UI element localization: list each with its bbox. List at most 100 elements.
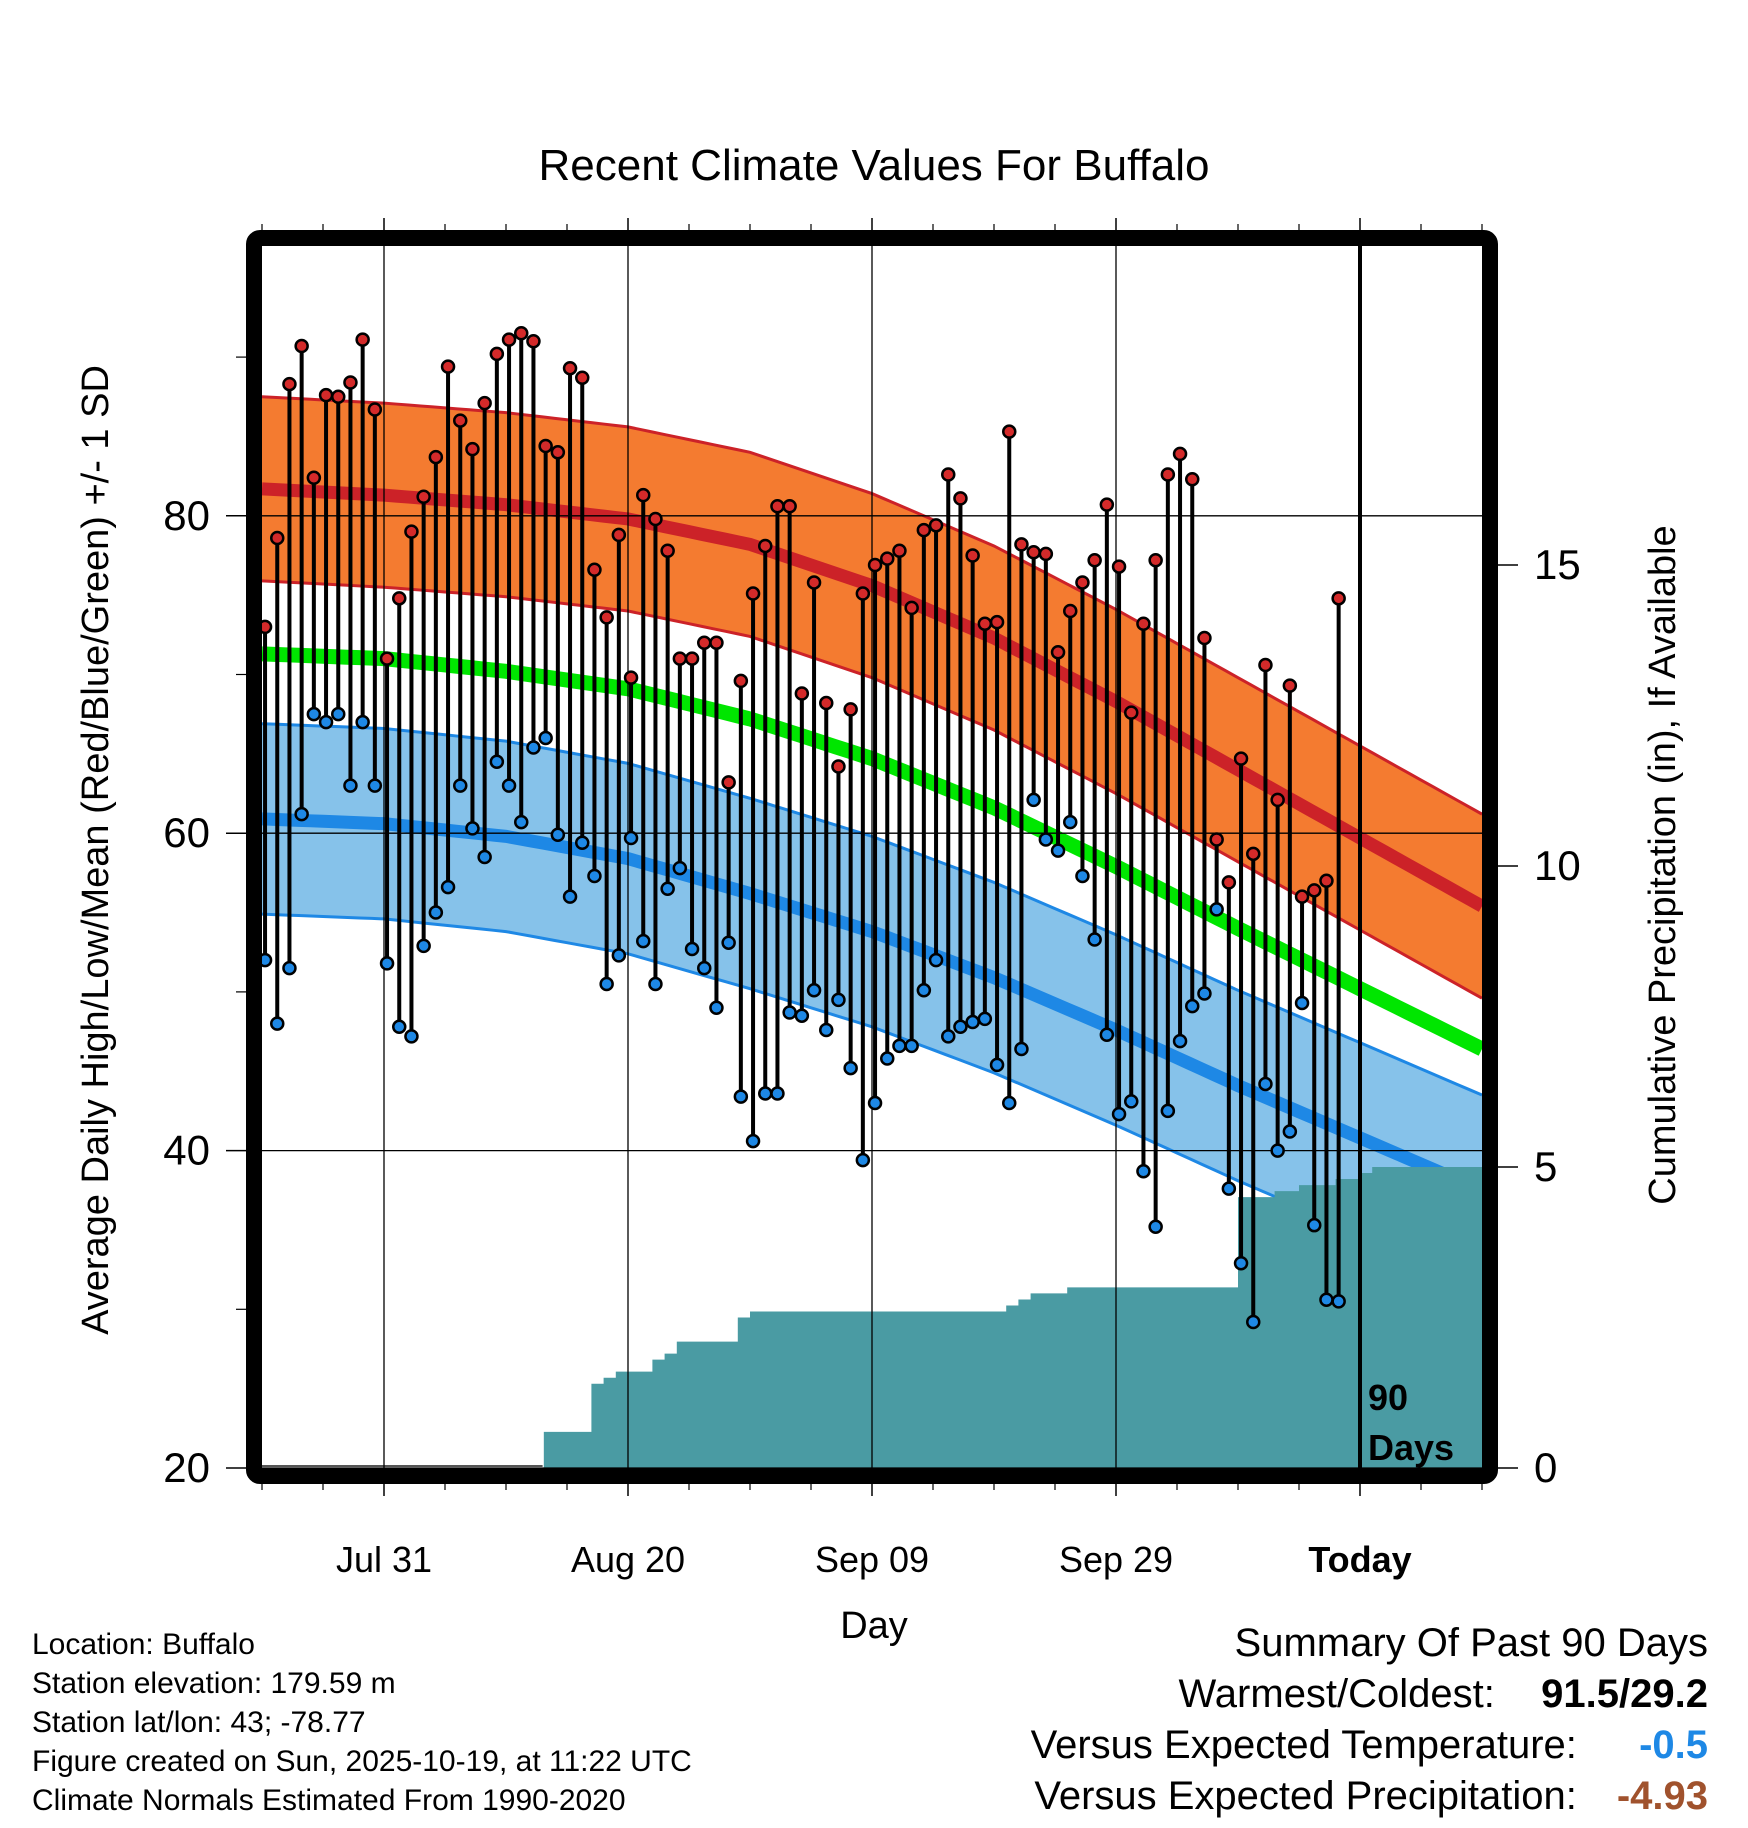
y-tick-label-right: 15 — [1534, 541, 1581, 588]
daily-high-point — [928, 518, 944, 533]
daily-high-point — [1270, 792, 1285, 808]
daily-low-point — [733, 1089, 749, 1104]
daily-low-point — [953, 1019, 968, 1035]
daily-low-point — [538, 730, 553, 746]
daily-low-point — [282, 960, 297, 976]
daily-high-point — [636, 487, 651, 503]
daily-low-point — [965, 1014, 980, 1030]
daily-low-point — [892, 1038, 907, 1054]
daily-high-point — [465, 441, 480, 457]
daily-low-point — [1124, 1094, 1139, 1109]
x-axis-label: Day — [840, 1605, 908, 1647]
daily-high-point — [550, 445, 566, 460]
daily-low-point — [550, 827, 566, 843]
today-annotation-word: 90 — [1368, 1377, 1408, 1418]
daily-high-point — [1026, 545, 1041, 560]
station-info: Location: Buffalo Station elevation: 179… — [32, 1625, 692, 1820]
daily-low-point — [318, 714, 334, 730]
daily-high-point — [819, 695, 834, 711]
daily-high-point — [941, 467, 956, 482]
y-axis-label-right: Cumulative Precipitation (in), If Availa… — [1642, 525, 1684, 1204]
y-tick-label-left: 40 — [163, 1127, 210, 1174]
daily-low-point — [262, 952, 273, 968]
daily-high-point — [623, 670, 639, 685]
daily-low-point — [916, 983, 932, 998]
daily-low-point — [1282, 1124, 1298, 1139]
daily-high-point — [794, 686, 810, 701]
info-normals: Climate Normals Estimated From 1990-2020 — [32, 1784, 626, 1817]
daily-low-point — [794, 1008, 810, 1023]
daily-high-point — [1038, 546, 1054, 562]
daily-high-point — [758, 538, 773, 554]
daily-high-point — [306, 470, 322, 485]
daily-high-point — [1221, 875, 1237, 890]
daily-high-point — [1294, 889, 1310, 904]
daily-low-point — [465, 821, 480, 836]
daily-low-point — [806, 983, 822, 998]
daily-low-point — [343, 778, 358, 793]
info-elevation: Station elevation: 179.59 m — [32, 1667, 396, 1700]
daily-low-point — [392, 1019, 407, 1035]
daily-high-point — [1075, 575, 1090, 590]
daily-low-point — [1050, 843, 1066, 858]
daily-low-point — [672, 860, 688, 876]
daily-high-point — [648, 511, 663, 527]
daily-high-point — [721, 775, 736, 790]
daily-high-point — [1087, 552, 1102, 568]
daily-high-point — [1111, 559, 1127, 574]
precip-value: -4.93 — [1616, 1774, 1708, 1818]
daily-low-point — [477, 849, 492, 865]
daily-low-point — [1246, 1314, 1261, 1330]
daily-high-point — [953, 491, 968, 506]
daily-high-point — [416, 489, 431, 504]
daily-low-point — [1099, 1027, 1115, 1042]
daily-high-point — [880, 551, 895, 566]
plot-area — [262, 246, 1482, 1468]
daily-low-point — [1307, 1217, 1322, 1233]
x-tick-label: Jul 31 — [336, 1539, 432, 1580]
x-tick-label: Sep 29 — [1059, 1539, 1173, 1580]
daily-high-point — [428, 449, 444, 465]
daily-high-point — [1002, 424, 1017, 439]
daily-low-point — [758, 1086, 773, 1101]
chart-title: Recent Climate Values For Buffalo — [539, 141, 1210, 190]
daily-high-point — [1063, 603, 1078, 619]
daily-low-point — [1026, 792, 1041, 808]
daily-high-point — [355, 332, 370, 347]
daily-low-point — [453, 778, 468, 793]
daily-low-point — [1294, 995, 1310, 1011]
x-tick-label: Sep 09 — [815, 1539, 929, 1580]
daily-high-point — [404, 524, 419, 539]
daily-low-point — [989, 1057, 1005, 1073]
daily-low-point — [294, 806, 309, 822]
y-tick-label-left: 20 — [163, 1444, 210, 1491]
daily-high-point — [501, 332, 517, 347]
daily-low-point — [587, 868, 602, 884]
daily-low-point — [660, 881, 675, 896]
temp-value: -0.5 — [1639, 1723, 1708, 1767]
daily-high-point — [526, 333, 541, 349]
daily-low-point — [1270, 1143, 1285, 1158]
daily-low-point — [514, 814, 529, 830]
daily-low-point — [428, 905, 444, 920]
daily-high-point — [660, 543, 675, 558]
daily-high-point — [262, 619, 273, 635]
warmest-coldest-label: Warmest/Coldest: — [1178, 1672, 1495, 1716]
daily-low-point — [501, 778, 517, 793]
info-latlon: Station lat/lon: 43; -78.77 — [32, 1706, 366, 1739]
daily-high-point — [538, 438, 553, 454]
daily-stems — [263, 333, 1341, 1322]
y-tick-label-right: 0 — [1534, 1444, 1557, 1491]
daily-high-point — [1233, 751, 1249, 766]
daily-high-point — [1136, 616, 1151, 631]
daily-high-point — [379, 651, 395, 666]
daily-low-point — [819, 1022, 834, 1038]
daily-high-point — [611, 527, 627, 543]
daily-high-point — [1185, 472, 1200, 487]
daily-low-point — [1258, 1076, 1273, 1092]
daily-high-point — [575, 370, 590, 385]
daily-low-point — [416, 938, 431, 954]
info-created: Figure created on Sun, 2025-10-19, at 11… — [32, 1745, 692, 1778]
daily-low-point — [1087, 932, 1102, 947]
daily-high-point — [855, 586, 871, 601]
